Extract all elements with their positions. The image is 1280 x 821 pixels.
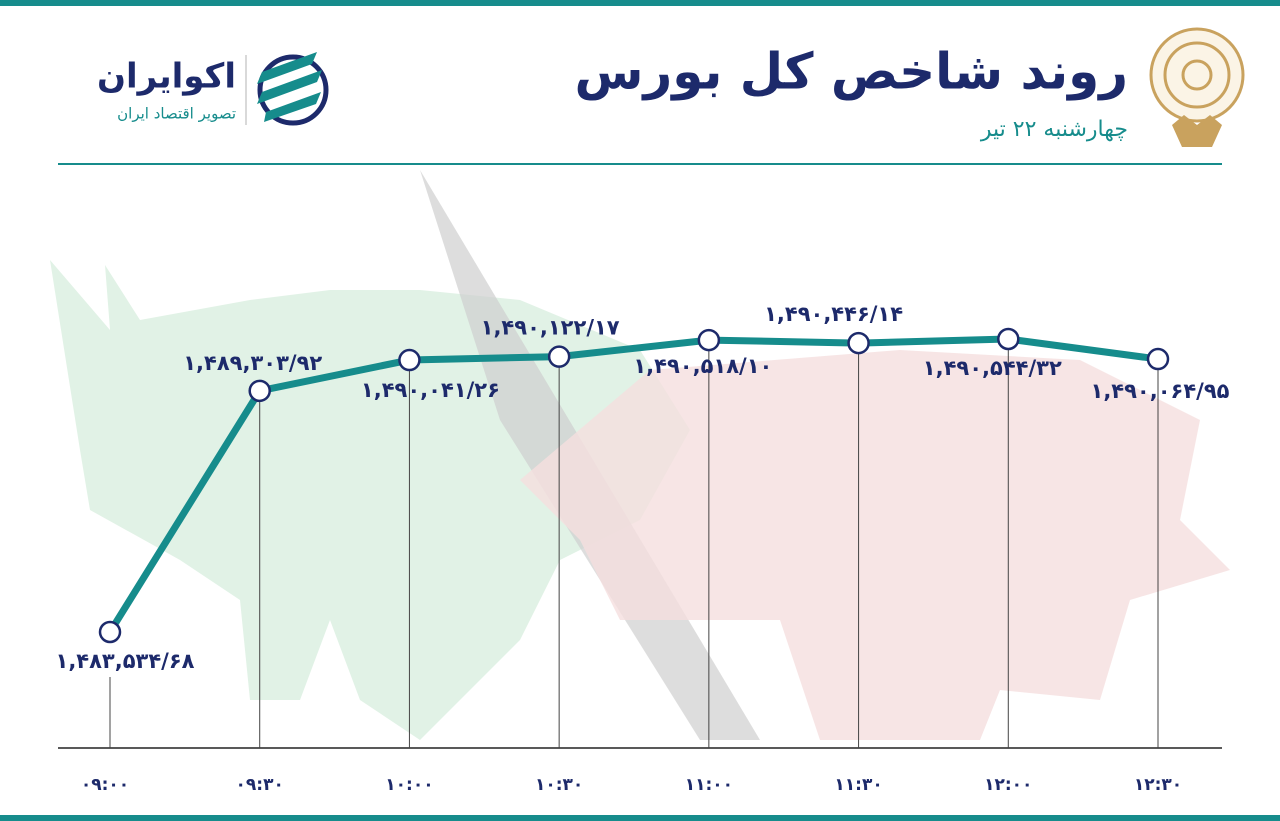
x-tick-label: ۱۱:۰۰ [685, 775, 733, 795]
brand-tagline: تصویر اقتصاد ایران [117, 105, 236, 123]
x-tick-label: ۱۲:۳۰ [1134, 775, 1182, 795]
x-tick-label: ۱۰:۰۰ [385, 775, 433, 795]
value-label: ۱,۴۸۹,۳۰۳/۹۲ [183, 351, 322, 375]
value-label: ۱,۴۹۰,۰۴۱/۲۶ [361, 378, 500, 402]
value-label: ۱,۴۹۰,۰۶۴/۹۵ [1091, 379, 1230, 403]
top-bar [0, 0, 1280, 6]
bottom-bar [0, 815, 1280, 821]
value-label: ۱,۴۹۰,۵۱۸/۱۰ [633, 354, 772, 378]
value-label: ۱,۴۹۰,۱۲۲/۱۷ [481, 316, 620, 340]
value-label: ۱,۴۸۳,۵۳۴/۶۸ [56, 649, 195, 673]
data-point [248, 379, 271, 403]
data-point [547, 345, 571, 368]
bear-shape [520, 350, 1230, 740]
chart-subtitle: چهارشنبه ۲۲ تیر [980, 117, 1128, 142]
brand-name: اکوایران [97, 57, 236, 97]
value-label: ۱,۴۹۰,۵۴۴/۳۲ [923, 356, 1062, 380]
brand-logo [245, 52, 329, 126]
data-point [398, 348, 421, 372]
x-tick-label: ۰۹:۳۰ [236, 775, 284, 795]
bourse-emblem [1149, 27, 1245, 147]
data-point [98, 620, 122, 644]
data-point [997, 327, 1020, 351]
x-tick-label: ۰۹:۰۰ [81, 775, 129, 795]
data-point [847, 331, 870, 355]
x-tick-label: ۱۲:۰۰ [984, 775, 1032, 795]
index-line [107, 335, 1159, 634]
x-tick-label: ۱۱:۳۰ [834, 775, 882, 795]
data-point [1146, 347, 1170, 371]
chart-title: روند شاخص کل بورس [574, 43, 1128, 102]
x-tick-label: ۱۰:۳۰ [535, 775, 583, 795]
value-label: ۱,۴۹۰,۴۴۶/۱۴ [764, 302, 903, 326]
data-point [697, 328, 721, 352]
